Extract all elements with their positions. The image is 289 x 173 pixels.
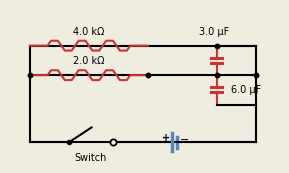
Text: 3.0 μF: 3.0 μF [199,27,229,37]
Text: Switch: Switch [75,153,107,163]
Text: 4.0 kΩ: 4.0 kΩ [73,27,105,37]
Text: 6.0 μF: 6.0 μF [231,85,261,95]
Text: +: + [162,133,170,143]
Text: −: − [180,135,189,145]
Text: 2.0 kΩ: 2.0 kΩ [73,56,105,66]
